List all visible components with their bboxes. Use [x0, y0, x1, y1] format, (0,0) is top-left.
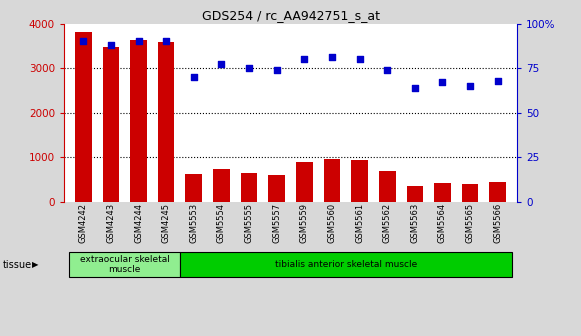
Text: extraocular skeletal
muscle: extraocular skeletal muscle — [80, 255, 170, 274]
Bar — [158, 42, 174, 202]
Point — [134, 39, 143, 44]
Bar — [379, 171, 396, 202]
Bar — [185, 174, 202, 202]
Bar — [462, 184, 478, 202]
Bar — [296, 162, 313, 202]
Point — [382, 67, 392, 73]
Bar — [489, 181, 506, 202]
Bar — [103, 47, 119, 202]
Point — [438, 80, 447, 85]
Bar — [324, 159, 340, 202]
Bar — [213, 169, 229, 202]
Title: GDS254 / rc_AA942751_s_at: GDS254 / rc_AA942751_s_at — [202, 9, 379, 23]
Bar — [75, 33, 92, 202]
Bar — [241, 173, 257, 202]
Text: tissue: tissue — [3, 260, 32, 269]
Point — [245, 65, 254, 71]
Bar — [407, 185, 423, 202]
Bar — [130, 40, 147, 202]
Point — [410, 85, 419, 90]
Point — [272, 67, 281, 73]
Bar — [352, 160, 368, 202]
Point — [162, 39, 171, 44]
Bar — [434, 183, 451, 202]
Bar — [268, 175, 285, 202]
Point — [189, 74, 199, 80]
Point — [465, 83, 475, 88]
Text: tibialis anterior skeletal muscle: tibialis anterior skeletal muscle — [275, 260, 417, 269]
Point — [493, 78, 503, 83]
Point — [78, 39, 88, 44]
Point — [106, 42, 116, 48]
Point — [217, 62, 226, 67]
Text: ▶: ▶ — [32, 260, 38, 269]
Point — [355, 56, 364, 62]
Point — [300, 56, 309, 62]
Point — [327, 55, 336, 60]
